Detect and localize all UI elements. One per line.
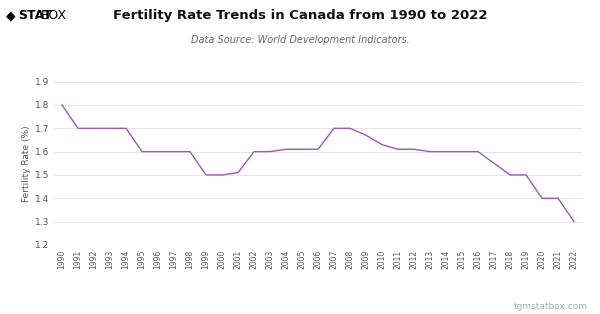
Y-axis label: Fertility Rate (%): Fertility Rate (%) [22, 125, 31, 202]
Text: Data Source: World Development Indicators.: Data Source: World Development Indicator… [191, 35, 409, 45]
Text: ◆: ◆ [6, 9, 20, 22]
Text: Fertility Rate Trends in Canada from 1990 to 2022: Fertility Rate Trends in Canada from 199… [113, 9, 487, 22]
Text: STAT: STAT [18, 9, 52, 22]
Text: tgmstatbox.com: tgmstatbox.com [514, 302, 588, 311]
Text: BOX: BOX [41, 9, 67, 22]
